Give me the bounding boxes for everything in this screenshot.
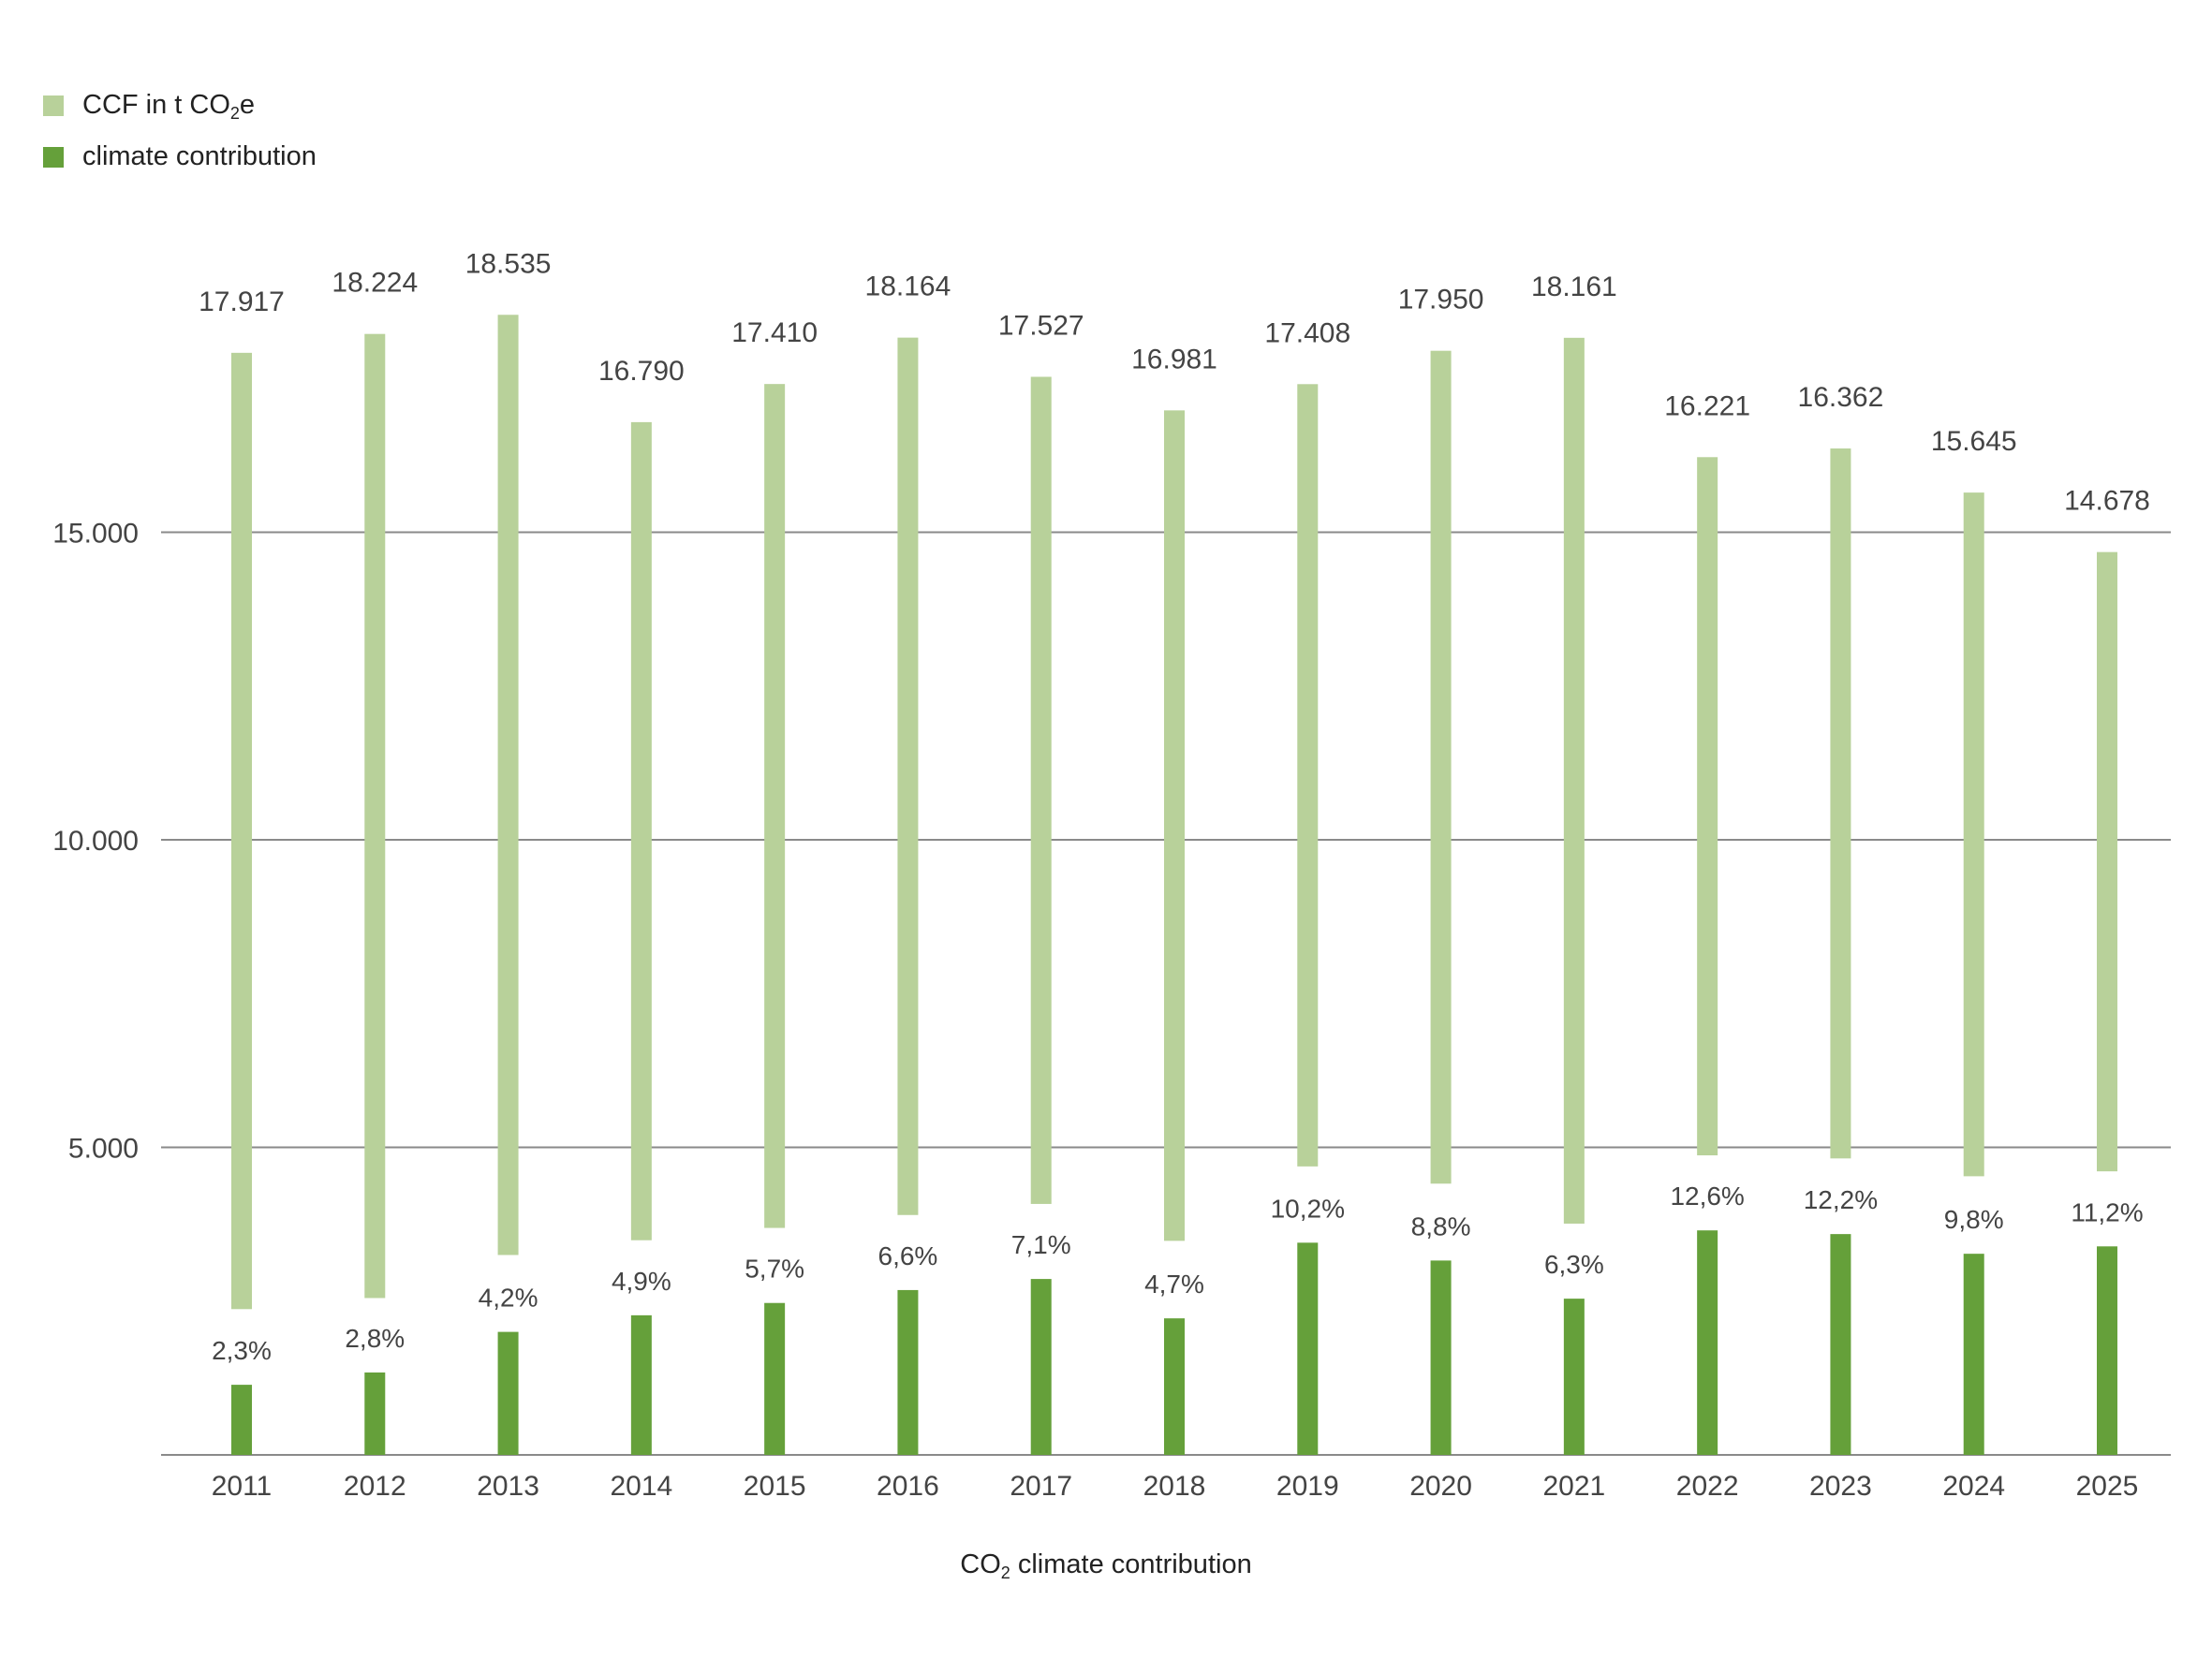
- y-tick-label: 15.000: [52, 519, 139, 550]
- bar-climate-contribution: [231, 1385, 252, 1455]
- x-tick-label: 2019: [1276, 1471, 1339, 1502]
- bar-climate-contribution: [1697, 1230, 1718, 1455]
- data-label-ccf: 17.950: [1398, 285, 1484, 316]
- bar-ccf: [1297, 384, 1319, 1167]
- bar-ccf: [1830, 448, 1851, 1159]
- bar-ccf: [364, 333, 386, 1299]
- bar-climate-contribution: [1830, 1234, 1851, 1455]
- data-label-ccf: 18.164: [865, 272, 951, 302]
- bar-ccf: [1697, 457, 1718, 1156]
- x-tick-label: 2021: [1542, 1471, 1605, 1502]
- bar-climate-contribution: [2097, 1246, 2117, 1455]
- x-tick-label: 2017: [1010, 1471, 1072, 1502]
- bar-ccf: [1164, 410, 1185, 1241]
- bar-climate-contribution: [630, 1314, 652, 1455]
- legend-swatch-ccf: [43, 95, 64, 116]
- data-label-climate-contribution: 4,2%: [479, 1284, 538, 1313]
- data-label-ccf: 17.527: [998, 310, 1084, 341]
- data-label-ccf: 17.917: [199, 286, 285, 317]
- x-tick-label: 2016: [877, 1471, 939, 1502]
- data-label-climate-contribution: 12,6%: [1670, 1182, 1744, 1211]
- data-label-ccf: 16.362: [1798, 382, 1884, 413]
- bar-climate-contribution: [497, 1331, 519, 1455]
- x-tick-label: 2022: [1676, 1471, 1739, 1502]
- legend-swatch-climate-contribution: [43, 146, 64, 168]
- data-label-ccf: 17.408: [1264, 317, 1350, 348]
- data-label-ccf: 17.410: [731, 317, 818, 348]
- bar-ccf: [2097, 551, 2117, 1172]
- data-label-climate-contribution: 2,8%: [345, 1324, 405, 1353]
- data-label-climate-contribution: 11,2%: [2071, 1197, 2143, 1226]
- x-tick-label: 2012: [344, 1471, 406, 1502]
- y-tick-label: 5.000: [68, 1134, 139, 1165]
- data-label-climate-contribution: 12,2%: [1804, 1185, 1878, 1214]
- x-tick-label: 2024: [1942, 1471, 2005, 1502]
- x-tick-label: 2023: [1809, 1471, 1872, 1502]
- bar-climate-contribution: [1164, 1318, 1185, 1455]
- data-label-climate-contribution: 6,6%: [878, 1241, 938, 1270]
- bar-ccf: [1563, 337, 1585, 1224]
- bar-climate-contribution: [364, 1372, 386, 1455]
- data-label-ccf: 18.224: [332, 268, 418, 299]
- data-label-ccf: 16.981: [1131, 344, 1217, 374]
- data-label-climate-contribution: 6,3%: [1544, 1250, 1604, 1279]
- bar-ccf: [1430, 350, 1452, 1184]
- data-label-ccf: 18.161: [1531, 272, 1617, 302]
- data-label-climate-contribution: 9,8%: [1944, 1205, 2004, 1234]
- bar-climate-contribution: [1563, 1299, 1585, 1455]
- x-tick-label: 2020: [1409, 1471, 1472, 1502]
- y-tick-label: 10.000: [52, 826, 139, 857]
- bar-ccf: [1030, 376, 1052, 1204]
- data-label-climate-contribution: 10,2%: [1271, 1194, 1345, 1223]
- data-label-ccf: 15.645: [1931, 426, 2017, 457]
- data-label-climate-contribution: 2,3%: [212, 1336, 272, 1365]
- x-tick-label: 2018: [1143, 1471, 1206, 1502]
- legend-label-climate-contribution: climate contribution: [82, 141, 317, 171]
- bar-ccf: [897, 337, 919, 1215]
- data-label-climate-contribution: 4,7%: [1144, 1270, 1204, 1299]
- data-label-climate-contribution: 7,1%: [1011, 1230, 1071, 1259]
- data-label-climate-contribution: 5,7%: [745, 1255, 804, 1284]
- bar-ccf: [764, 384, 786, 1228]
- x-tick-label: 2025: [2076, 1471, 2139, 1502]
- bar-climate-contribution: [1430, 1260, 1452, 1455]
- data-label-ccf: 16.790: [598, 356, 685, 387]
- bar-climate-contribution: [1963, 1254, 1984, 1455]
- bar-ccf: [231, 352, 252, 1310]
- data-label-climate-contribution: 4,9%: [612, 1267, 671, 1296]
- bar-ccf: [497, 315, 519, 1255]
- data-label-ccf: 14.678: [2064, 486, 2150, 517]
- legend-item-ccf: CCF in t CO2e: [43, 90, 256, 123]
- x-tick-label: 2013: [477, 1471, 539, 1502]
- x-tick-label: 2015: [744, 1471, 806, 1502]
- data-label-ccf: 16.221: [1664, 390, 1750, 421]
- legend-item-climate-contribution: climate contribution: [43, 141, 317, 172]
- bar-climate-contribution: [764, 1302, 786, 1455]
- bar-ccf: [630, 421, 652, 1241]
- bar-climate-contribution: [1030, 1279, 1052, 1455]
- bar-climate-contribution: [897, 1289, 919, 1455]
- x-axis-title: CO2 climate contribution: [960, 1549, 1252, 1582]
- x-tick-label: 2011: [212, 1471, 273, 1502]
- legend-label-ccf: CCF in t CO2e: [82, 90, 256, 123]
- bar-ccf: [1963, 492, 1984, 1177]
- bar-climate-contribution: [1297, 1242, 1319, 1455]
- data-label-ccf: 18.535: [465, 248, 552, 279]
- data-label-climate-contribution: 8,8%: [1411, 1211, 1471, 1241]
- x-tick-label: 2014: [610, 1471, 672, 1502]
